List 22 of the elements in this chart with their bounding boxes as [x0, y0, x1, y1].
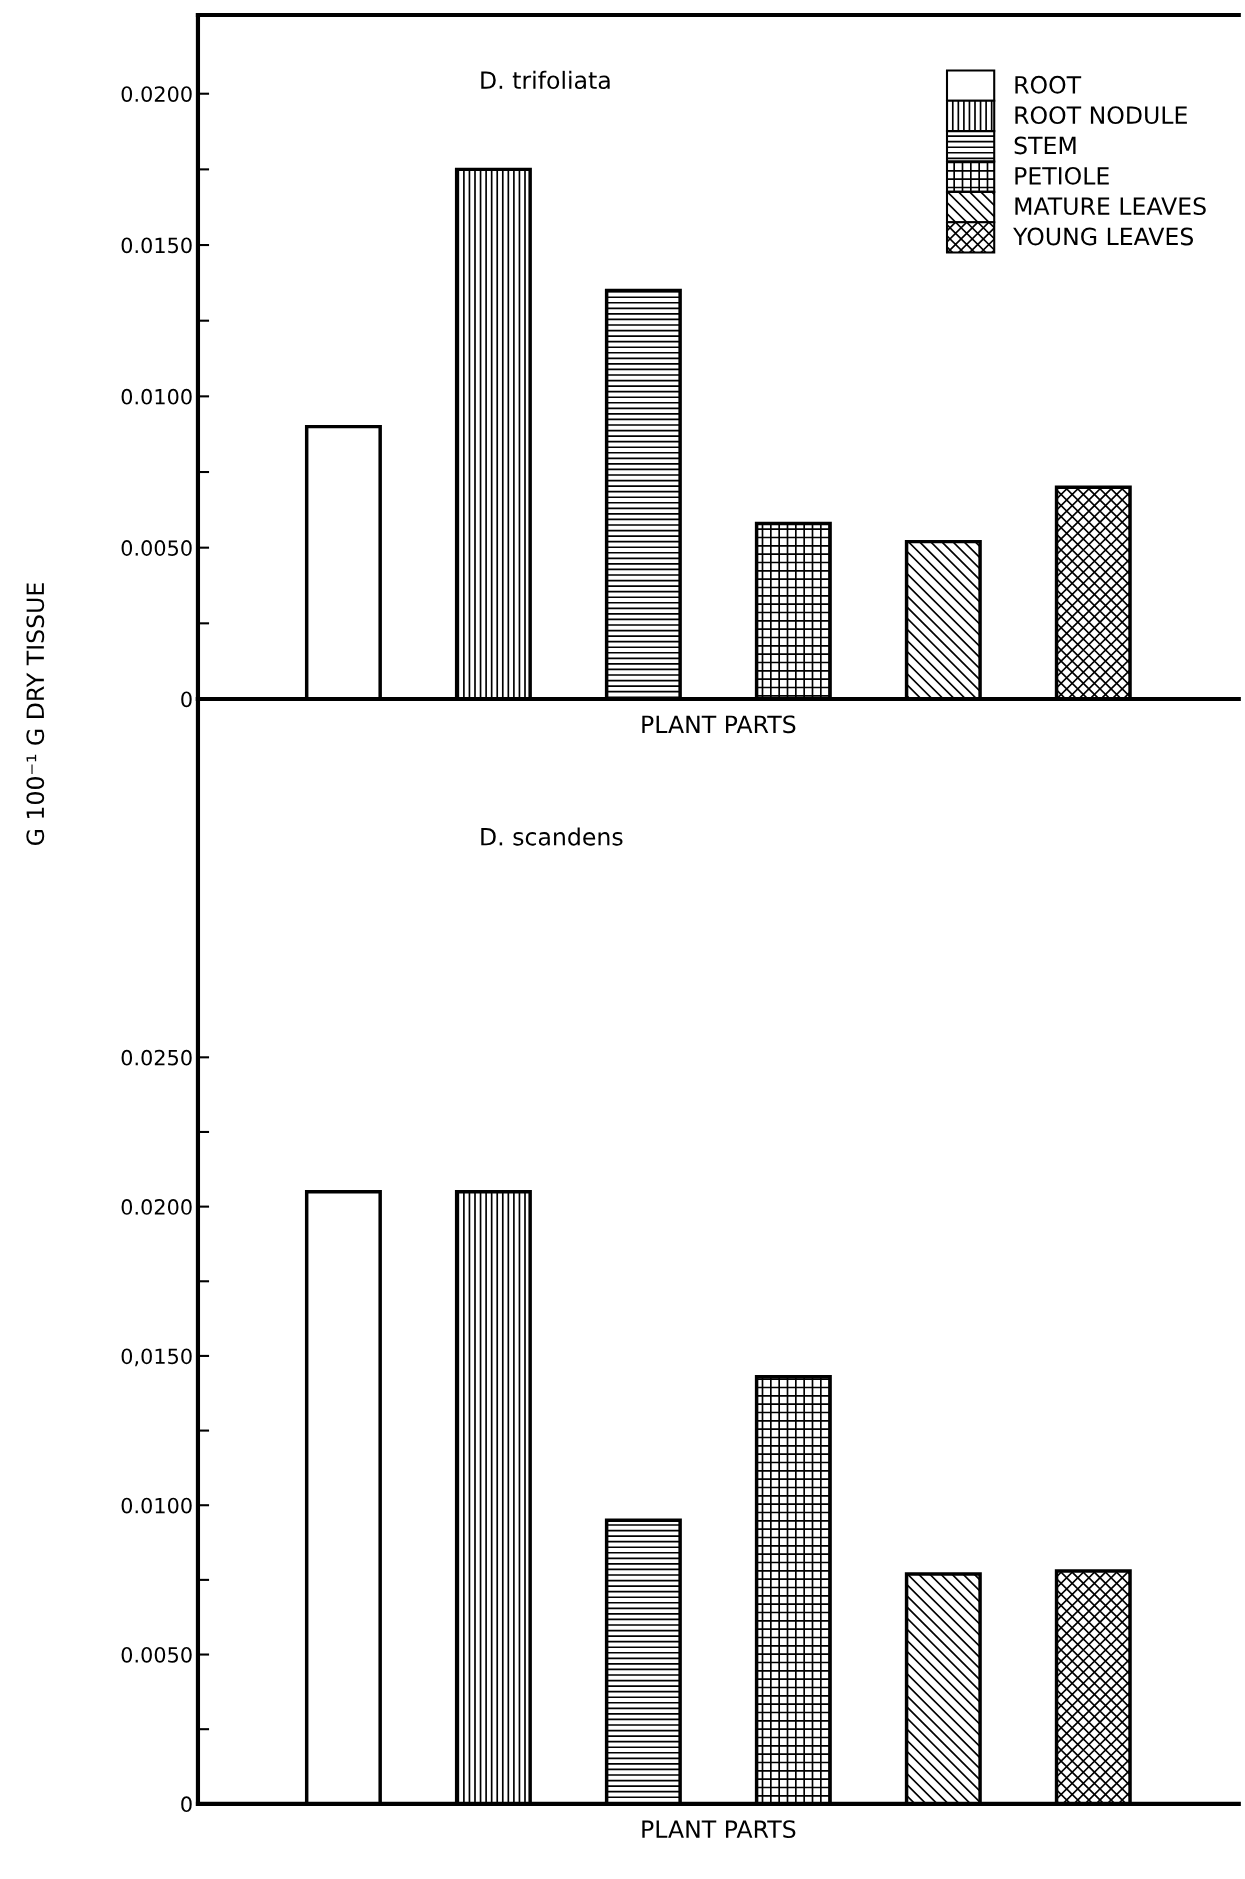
text: D. trifoliata — [481, 70, 610, 90]
y-axis-title: G 100⁻¹ G DRY TISSUE — [26, 583, 45, 846]
y-tick-label: 0.0050 — [121, 540, 192, 556]
legend-label: ROOT — [1015, 75, 1082, 94]
y-tick-label: 0.0150 — [121, 237, 192, 254]
legend-label: PETIOLE — [1015, 166, 1109, 185]
y-tick-label: 0.0050 — [121, 1646, 192, 1663]
y-tick-label: 0.0200 — [121, 86, 192, 102]
y-tick-label: 0.0100 — [121, 388, 192, 405]
y-tick-label: 0.0250 — [121, 1049, 192, 1066]
x-axis-title: PLANT PARTS — [642, 1820, 796, 1839]
y-tick-label: 0 — [181, 1796, 192, 1813]
y-tick-label: 0.0200 — [121, 1199, 192, 1215]
x-axis-title: PLANT PARTS — [642, 715, 796, 734]
text: D. scandens — [481, 827, 623, 846]
legend-label: YOUNG LEAVES — [1013, 227, 1194, 246]
y-tick-label: 0 — [181, 691, 192, 708]
legend-label: STEM — [1014, 136, 1076, 155]
y-tick-label: 0,0150 — [121, 1348, 192, 1367]
legend-label: MATURE LEAVES — [1015, 197, 1206, 216]
legend-label: ROOT NODULE — [1015, 106, 1187, 125]
y-tick-label: 0.0100 — [121, 1497, 192, 1514]
